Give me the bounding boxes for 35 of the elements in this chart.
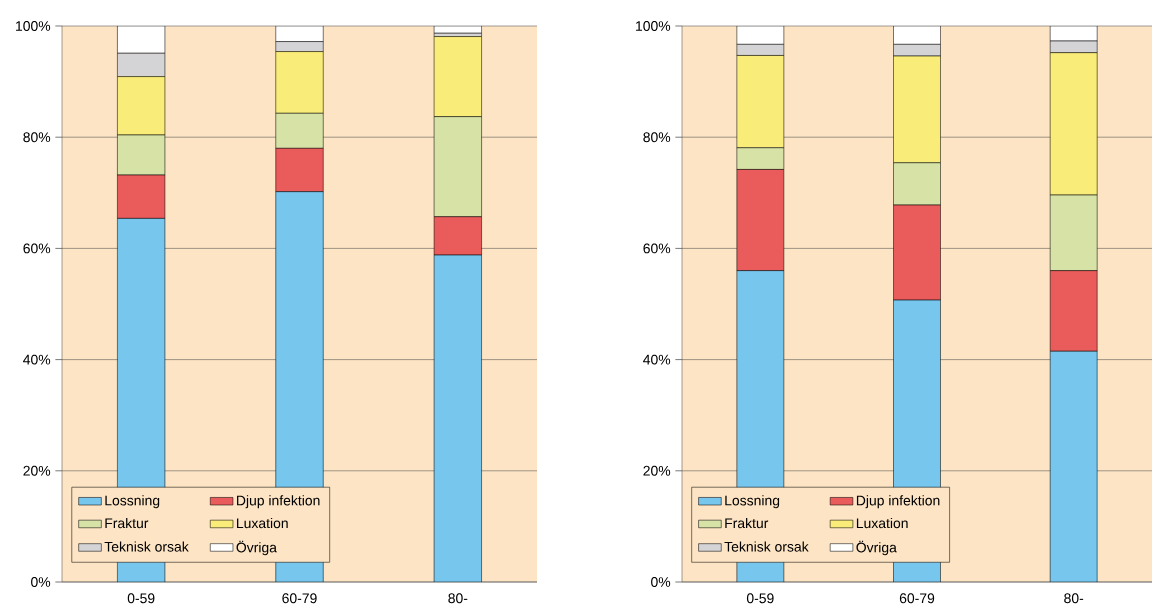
y-tick-label: 80% xyxy=(23,132,51,143)
legend-label: Lossning xyxy=(725,495,780,509)
legend-label: Teknisk orsak xyxy=(104,541,189,552)
x-tick-label: 0-59 xyxy=(746,593,774,604)
legend-label: Luxation xyxy=(856,517,908,529)
legend-label: Fraktur xyxy=(725,517,769,529)
y-tick-label: 40% xyxy=(23,354,51,365)
y-tick-label: 20% xyxy=(643,465,671,476)
x-tick-label: 80- xyxy=(448,593,468,604)
y-tick-label: 60% xyxy=(23,243,51,254)
legend-label: Övriga xyxy=(856,540,897,556)
bar xyxy=(433,254,482,582)
legend-label: Fraktur xyxy=(105,517,149,529)
legend-label: Djup infektion xyxy=(237,495,320,509)
legend-label: Övriga xyxy=(236,540,277,556)
y-tick-label: 100% xyxy=(636,21,671,31)
x-tick-label: 60-79 xyxy=(899,593,935,604)
y-tick-label: 100% xyxy=(16,21,51,31)
y-tick-label: 0% xyxy=(31,577,51,587)
y-tick-label: 20% xyxy=(23,465,51,476)
legend-label: Teknisk orsak xyxy=(724,541,809,552)
bar xyxy=(117,25,166,54)
legend-label: Djup infektion xyxy=(856,495,940,509)
legend-label: Lossning xyxy=(105,495,160,509)
y-tick-label: 60% xyxy=(643,243,671,254)
bar xyxy=(736,25,785,45)
y-tick-label: 0% xyxy=(651,577,671,587)
legend-label: Luxation xyxy=(237,517,288,529)
y-tick-label: 80% xyxy=(643,132,671,143)
bar xyxy=(1049,350,1098,582)
x-tick-label: 0-59 xyxy=(127,593,155,604)
x-tick-label: 80- xyxy=(1064,593,1084,604)
y-tick-label: 40% xyxy=(643,354,671,365)
x-tick-label: 60-79 xyxy=(282,593,317,604)
bar xyxy=(893,25,941,45)
